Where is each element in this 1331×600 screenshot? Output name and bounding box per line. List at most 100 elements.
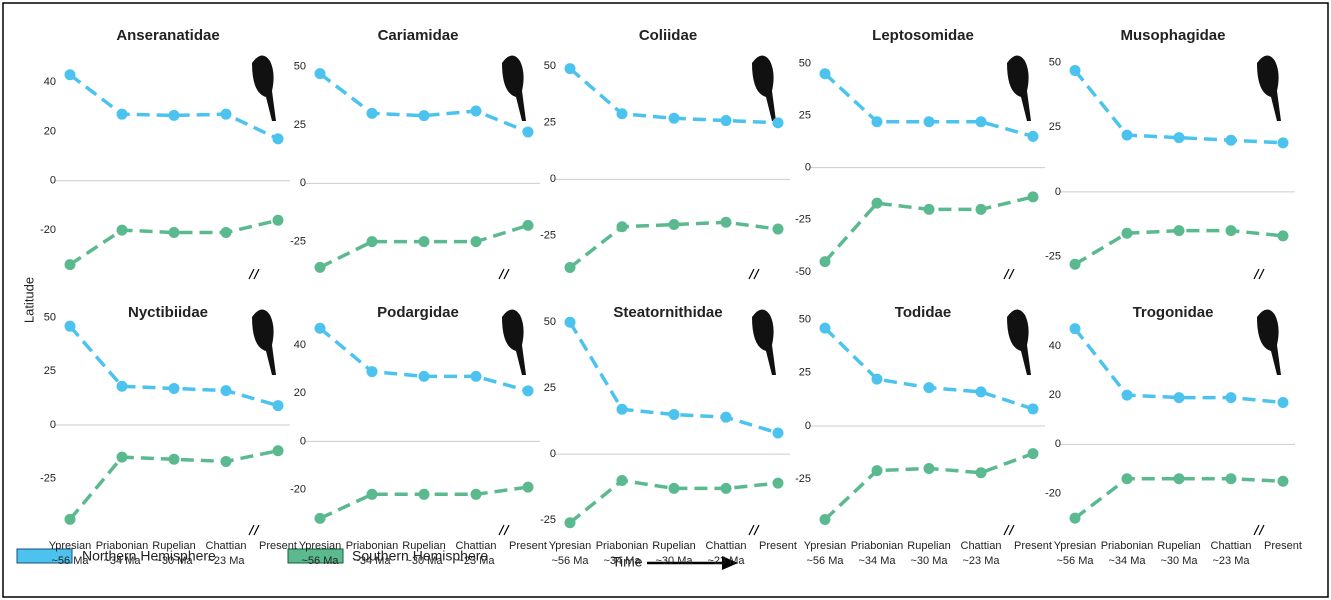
- series-line: [70, 220, 278, 264]
- y-tick-label: 0: [300, 177, 306, 189]
- x-tick-label: Present: [1014, 540, 1052, 552]
- data-point: [1278, 476, 1289, 487]
- data-point: [1278, 230, 1289, 241]
- x-tick-label: Chattian: [1211, 540, 1252, 552]
- y-tick-label: 50: [799, 314, 811, 326]
- y-tick-label: 0: [50, 419, 56, 431]
- series-line: [1075, 329, 1283, 403]
- x-tick-label: Ypresian: [1054, 540, 1097, 552]
- data-point: [117, 381, 128, 392]
- x-tick-age: ~23 Ma: [1213, 555, 1251, 567]
- y-tick-label: -25: [40, 473, 56, 485]
- data-point: [65, 69, 76, 80]
- panel-title: Podargidae: [377, 304, 459, 321]
- x-tick-label: Chattian: [706, 540, 747, 552]
- axis-break: [1004, 525, 1014, 535]
- data-point: [471, 106, 482, 117]
- y-tick-label: 40: [294, 339, 306, 351]
- data-point: [221, 385, 232, 396]
- data-point: [1174, 225, 1185, 236]
- x-tick-label: Rupelian: [152, 540, 195, 552]
- x-tick-age: ~30 Ma: [406, 555, 444, 567]
- x-tick-label: Ypresian: [299, 540, 342, 552]
- data-point: [419, 371, 430, 382]
- data-point: [1174, 392, 1185, 403]
- bird-silhouette: [1257, 309, 1281, 375]
- y-tick-label: -25: [1045, 250, 1061, 262]
- data-point: [872, 116, 883, 127]
- data-point: [273, 400, 284, 411]
- x-tick-age: ~23 Ma: [708, 555, 746, 567]
- x-tick-age: ~34 Ma: [1109, 555, 1147, 567]
- y-tick-label: -20: [1045, 487, 1061, 499]
- data-point: [523, 482, 534, 493]
- data-point: [1028, 448, 1039, 459]
- data-point: [117, 225, 128, 236]
- bird-silhouette: [502, 309, 526, 375]
- x-tick-label: Priabonian: [1101, 540, 1154, 552]
- data-point: [1070, 65, 1081, 76]
- y-tick-label: 0: [550, 448, 556, 460]
- data-point: [669, 483, 680, 494]
- data-point: [1070, 323, 1081, 334]
- data-point: [367, 108, 378, 119]
- data-point: [117, 109, 128, 120]
- panel-title: Nyctibiidae: [128, 304, 208, 321]
- y-tick-label: -25: [795, 214, 811, 226]
- x-tick-label: Rupelian: [652, 540, 695, 552]
- x-tick-label: Present: [509, 540, 547, 552]
- y-tick-label: 50: [544, 60, 556, 72]
- x-tick-label: Rupelian: [907, 540, 950, 552]
- x-tick-age: ~56 Ma: [807, 555, 845, 567]
- data-point: [1174, 132, 1185, 143]
- data-point: [1226, 225, 1237, 236]
- data-point: [117, 452, 128, 463]
- bird-silhouette: [1007, 309, 1031, 375]
- x-tick-age: ~56 Ma: [52, 555, 90, 567]
- x-tick-label: Chattian: [961, 540, 1002, 552]
- data-point: [221, 227, 232, 238]
- y-tick-label: 40: [44, 76, 56, 88]
- y-tick-label: -20: [290, 483, 306, 495]
- data-point: [565, 317, 576, 328]
- data-point: [471, 236, 482, 247]
- data-point: [976, 204, 987, 215]
- data-point: [315, 262, 326, 273]
- data-point: [976, 386, 987, 397]
- y-tick-label: 50: [44, 311, 56, 323]
- data-point: [169, 110, 180, 121]
- x-tick-label: Chattian: [456, 540, 497, 552]
- data-point: [773, 478, 784, 489]
- data-point: [1028, 191, 1039, 202]
- bird-silhouette: [252, 309, 276, 375]
- series-line: [1075, 71, 1283, 143]
- axis-break: [749, 269, 759, 279]
- axis-break: [749, 525, 759, 535]
- panel-title: Leptosomidae: [872, 27, 974, 44]
- data-point: [924, 116, 935, 127]
- data-point: [367, 366, 378, 377]
- data-point: [773, 224, 784, 235]
- data-point: [976, 467, 987, 478]
- x-tick-age: ~34 Ma: [354, 555, 392, 567]
- data-point: [1174, 473, 1185, 484]
- y-tick-label: 40: [1049, 340, 1061, 352]
- x-tick-label: Present: [259, 540, 297, 552]
- data-point: [820, 68, 831, 79]
- x-tick-label: Rupelian: [1157, 540, 1200, 552]
- data-point: [617, 475, 628, 486]
- figure: Latitude Northern Hemisphere Southern He…: [0, 0, 1331, 600]
- data-point: [721, 412, 732, 423]
- bird-silhouette: [752, 309, 776, 375]
- y-tick-label: 0: [300, 435, 306, 447]
- y-tick-label: 50: [294, 61, 306, 73]
- axis-break: [249, 269, 259, 279]
- data-point: [221, 109, 232, 120]
- data-point: [1226, 392, 1237, 403]
- y-tick-label: 50: [544, 316, 556, 328]
- panel-title: Todidae: [895, 304, 951, 321]
- data-point: [273, 133, 284, 144]
- data-point: [721, 115, 732, 126]
- data-point: [669, 113, 680, 124]
- data-point: [1122, 473, 1133, 484]
